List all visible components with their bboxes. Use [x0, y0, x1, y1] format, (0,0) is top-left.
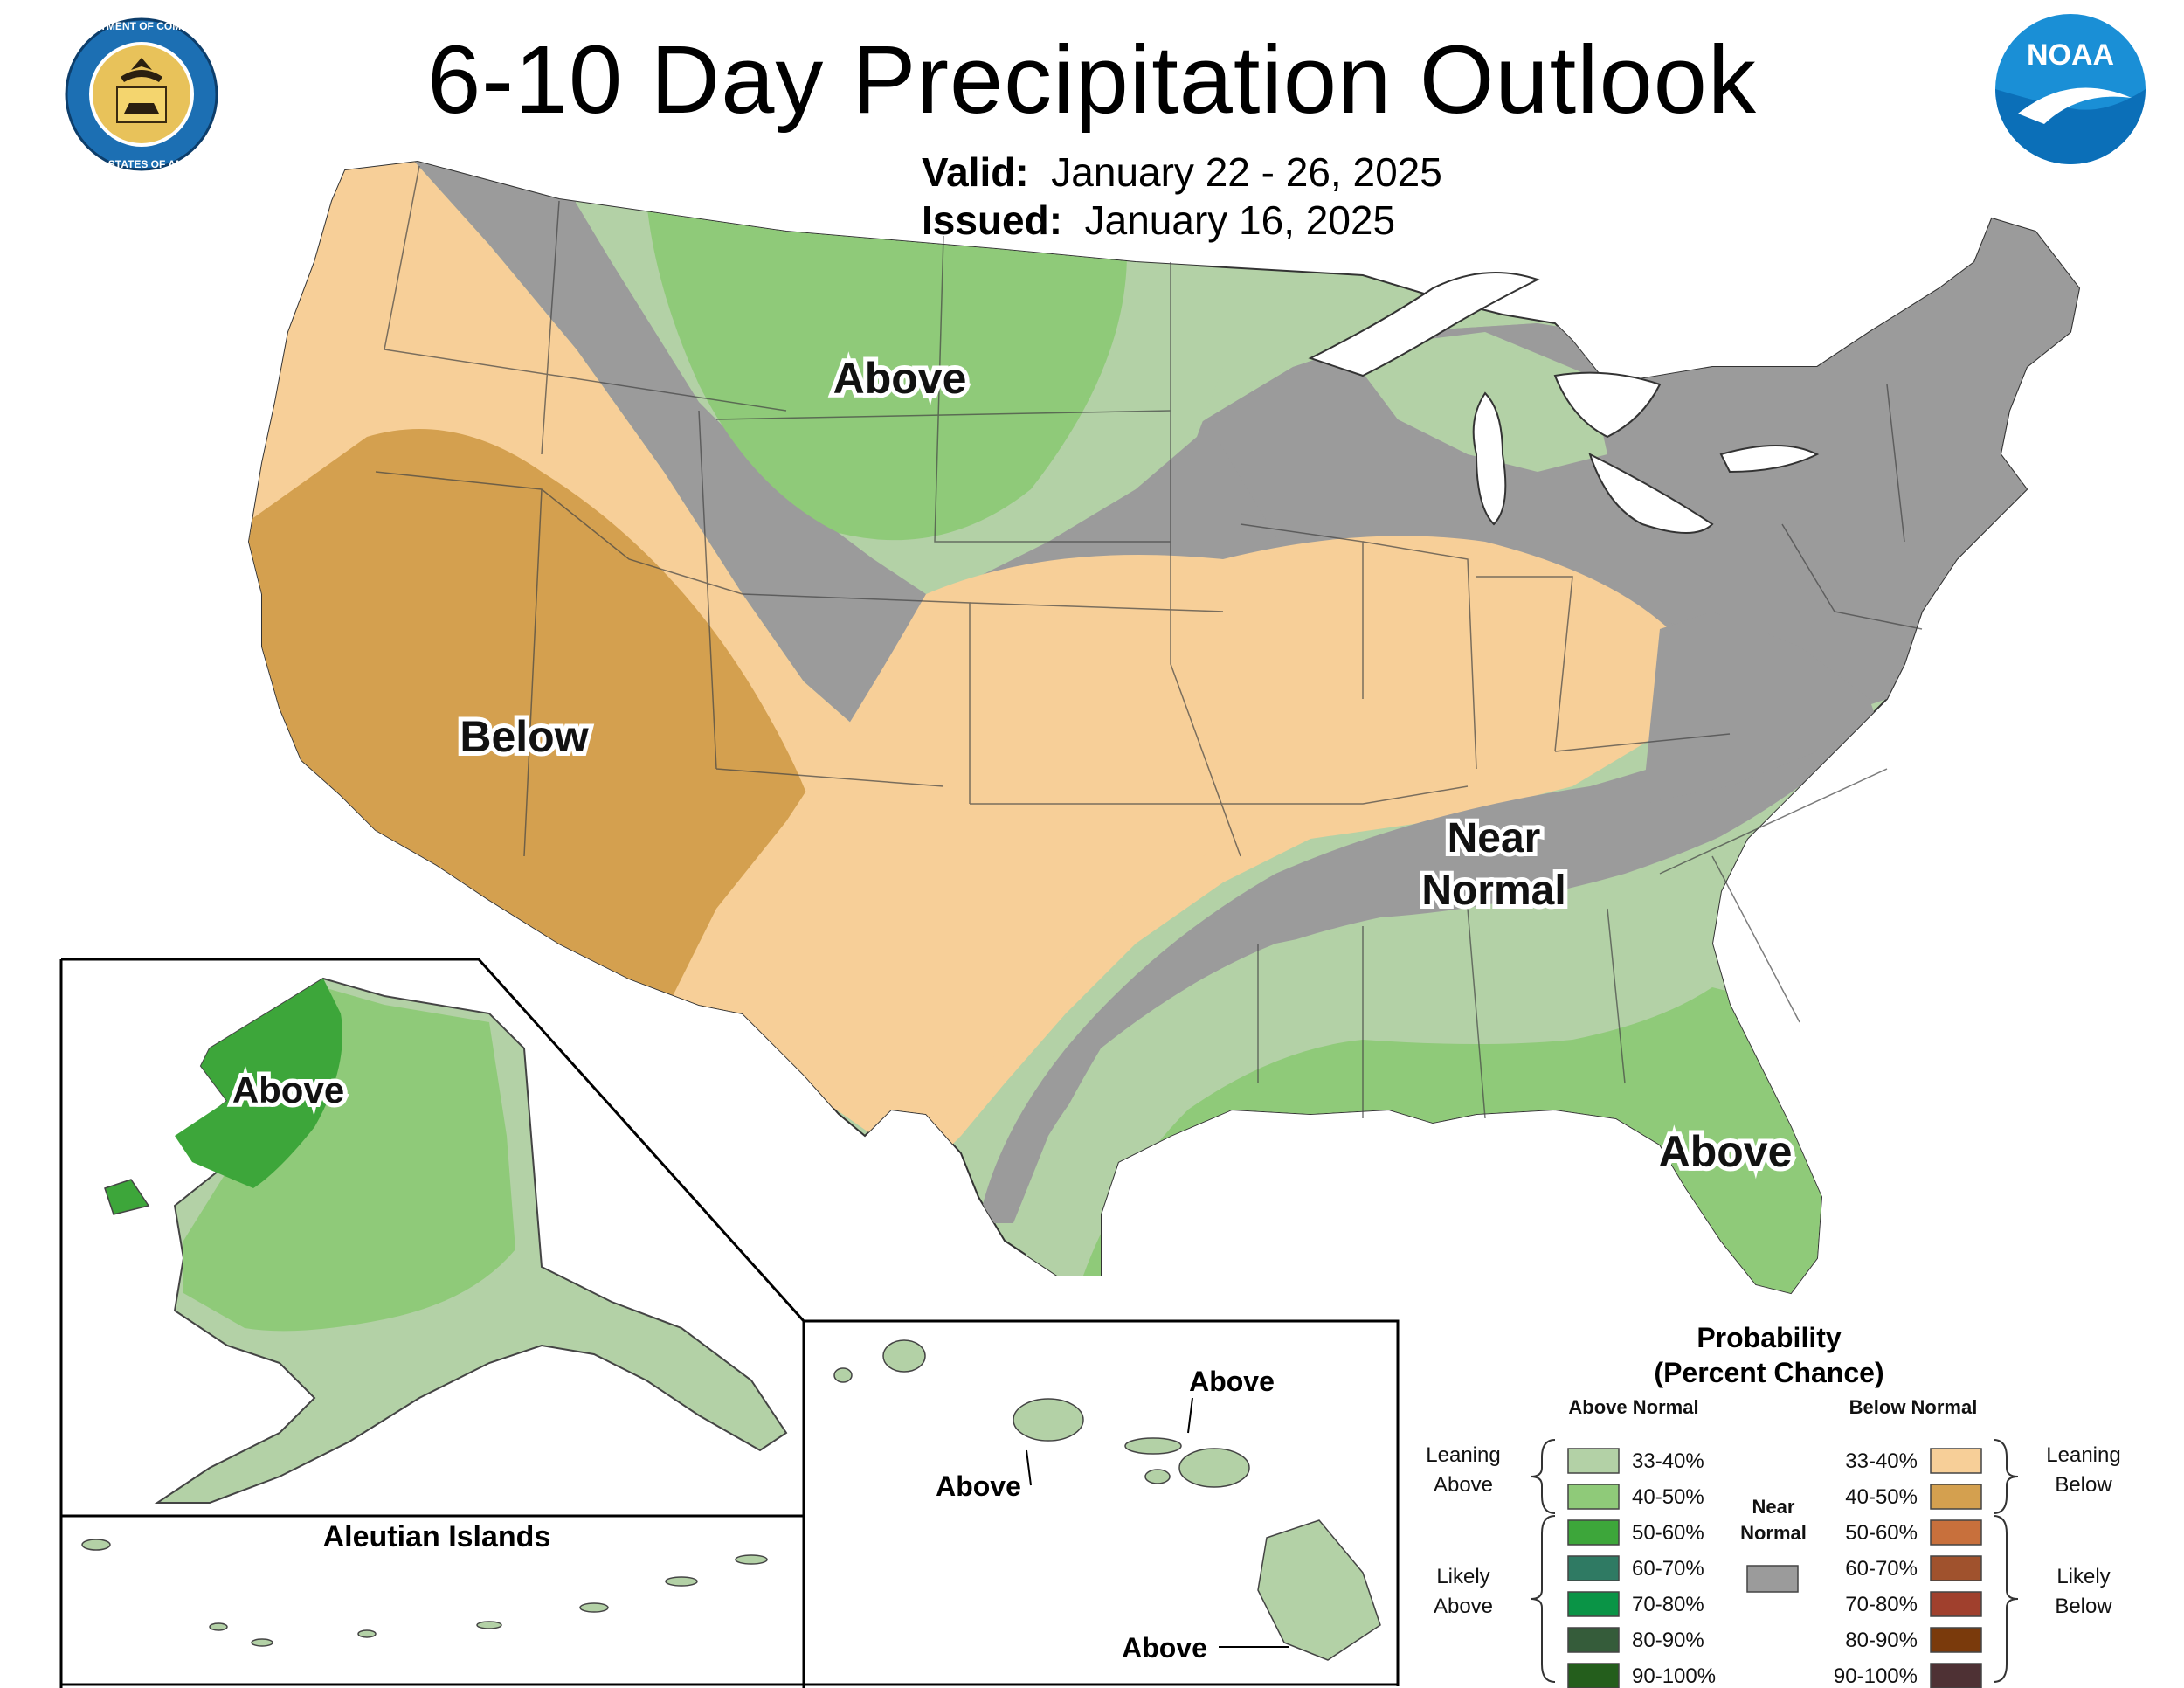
label-near-normal-2: Normal	[1421, 868, 1565, 914]
hawaii-callout-lines	[1026, 1397, 1289, 1648]
near-normal-appalachian-region	[1642, 612, 1870, 804]
legend-likely-above-2: Above	[1434, 1595, 1493, 1618]
issued-date: Issued: January 16, 2025	[922, 197, 1395, 244]
legend-below-label-0: 33-40%	[1845, 1449, 1918, 1473]
valid-dates: Valid: January 22 - 26, 2025	[922, 149, 1442, 196]
near-normal-south-band	[978, 699, 1887, 1223]
legend-below-items: 33-40% 40-50% 50-60% 60-70% 70-80% 80-90% 90-1…	[1834, 1448, 1982, 1688]
legend-below-label-2: 50-60%	[1845, 1521, 1918, 1545]
legend-below-header: Below Normal	[1849, 1396, 1978, 1418]
noaa-logo: NOAA	[1995, 14, 2146, 164]
commerce-seal-text: DEPARTMENT OF COMMERCE	[64, 20, 218, 32]
legend-above-swatch-4	[1567, 1591, 1620, 1617]
legend-below-label-3: 60-70%	[1845, 1557, 1918, 1581]
legend-above-swatch-5	[1567, 1627, 1620, 1653]
aleutian-title: Aleutian Islands	[323, 1520, 551, 1553]
label-below-west: Below	[460, 712, 588, 761]
legend-near-header-2: Normal	[1740, 1522, 1807, 1544]
legend-above-label-5: 80-90%	[1632, 1629, 1704, 1652]
above-north-region	[646, 201, 1127, 541]
state-boundaries	[375, 165, 1923, 1119]
great-lakes	[1308, 272, 1820, 534]
label-hawaii-above-2: Above	[936, 1470, 1021, 1502]
legend-below-swatch-2	[1930, 1519, 1982, 1546]
legend-likely-above-1: Likely	[1436, 1565, 1489, 1588]
commerce-seal-logo	[65, 17, 218, 171]
leaning-above-great-lakes-region	[1345, 332, 1607, 472]
legend-below-label-6: 90-100%	[1834, 1664, 1918, 1688]
legend-below-swatch-1	[1930, 1484, 1982, 1510]
label-above-north: Above	[833, 354, 967, 403]
legend-leaning-above-2: Above	[1434, 1473, 1493, 1497]
hawaii-inset-frame	[804, 1319, 1400, 1686]
label-hawaii-above-1: Above	[1189, 1366, 1275, 1397]
legend-below-swatch-3	[1930, 1555, 1982, 1581]
noaa-logo-text: NOAA	[2027, 38, 2114, 72]
page-title: 6-10 Day Precipitation Outlook	[427, 26, 1757, 134]
legend-below-swatch-6	[1930, 1663, 1982, 1688]
issued-label: Issued:	[922, 197, 1063, 243]
hawaii-islands-map	[833, 1339, 1381, 1661]
label-hawaii-above-3: Above	[1122, 1632, 1207, 1664]
valid-label: Valid:	[922, 149, 1029, 195]
legend-title-2: (Percent Chance)	[1654, 1357, 1883, 1388]
legend-above-label-1: 40-50%	[1632, 1485, 1704, 1509]
legend-above-swatch-6	[1567, 1663, 1620, 1688]
legend-below-label-4: 70-80%	[1845, 1593, 1918, 1616]
issued-value: January 16, 2025	[1084, 197, 1396, 243]
legend-likely-below-2: Below	[2055, 1595, 2112, 1618]
legend-above-label-3: 60-70%	[1632, 1557, 1704, 1581]
legend-below-label-1: 40-50%	[1845, 1485, 1918, 1509]
leaning-below-central-region	[664, 536, 1686, 1136]
commerce-seal-text-bottom: UNITED STATES OF AMERICA	[66, 158, 218, 170]
label-near-normal-1: Near	[1448, 815, 1541, 861]
legend-above-swatch-0	[1567, 1448, 1620, 1474]
legend-above-header: Above Normal	[1568, 1396, 1698, 1418]
legend-above-swatch-3	[1567, 1555, 1620, 1581]
legend-below-swatch-5	[1930, 1627, 1982, 1653]
legend-above-label-4: 70-80%	[1632, 1593, 1704, 1616]
legend-braces	[1530, 1439, 2019, 1683]
legend-above-items: 33-40% 40-50% 50-60% 60-70% 70-80% 80-90% 90-1…	[1567, 1448, 1716, 1688]
label-alaska-above: Above	[232, 1069, 344, 1110]
alaska-above-50-60-region	[175, 979, 342, 1188]
legend-leaning-below-2: Below	[2055, 1473, 2112, 1497]
alaska-inset-frame	[61, 958, 805, 1688]
legend-leaning-below-1: Leaning	[2046, 1443, 2120, 1467]
legend-above-swatch-2	[1567, 1519, 1620, 1546]
legend: Probability (Percent Chance) Above Norma…	[1426, 1322, 2121, 1688]
legend-title-1: Probability	[1697, 1322, 1842, 1353]
legend-likely-below-1: Likely	[2056, 1565, 2110, 1588]
legend-near-normal-swatch	[1746, 1565, 1799, 1593]
legend-near-header-1: Near	[1752, 1496, 1795, 1518]
legend-leaning-above-1: Leaning	[1426, 1443, 1500, 1467]
legend-above-swatch-1	[1567, 1484, 1620, 1510]
legend-below-swatch-4	[1930, 1591, 1982, 1617]
legend-above-label-2: 50-60%	[1632, 1521, 1704, 1545]
aleutian-islands-map	[81, 1539, 768, 1647]
label-above-southeast: Above	[1659, 1127, 1793, 1176]
legend-above-label-6: 90-100%	[1632, 1664, 1716, 1688]
valid-value: January 22 - 26, 2025	[1051, 149, 1442, 195]
legend-below-label-5: 80-90%	[1845, 1629, 1918, 1652]
legend-below-swatch-0	[1930, 1448, 1982, 1474]
legend-above-label-0: 33-40%	[1632, 1449, 1704, 1473]
